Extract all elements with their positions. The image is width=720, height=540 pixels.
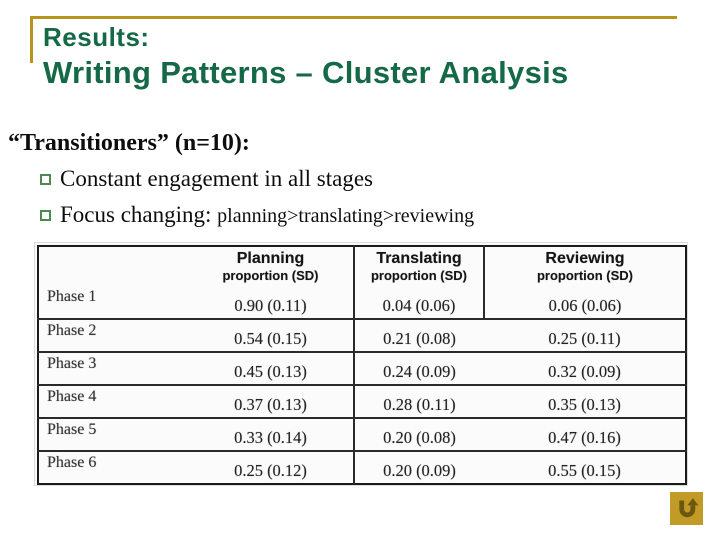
results-table: Planning proportion (SD) Translating pro… <box>37 245 687 485</box>
value-cell: 0.47 (0.16) <box>484 417 686 451</box>
results-table-image: Planning proportion (SD) Translating pro… <box>34 242 688 486</box>
bullet-item: Focus changing: planning>translating>rev… <box>8 201 708 230</box>
phase-cell: Phase 5 <box>38 417 188 451</box>
value-cell: 0.06 (0.06) <box>548 296 622 315</box>
table-row: Phase 3 0.45 (0.13) 0.24 (0.09) 0.32 (0.… <box>38 351 686 385</box>
return-button[interactable] <box>670 492 703 525</box>
phase-cell: Phase 1 <box>47 288 97 305</box>
bullet-text: Constant engagement in all stages <box>60 165 373 194</box>
table-row: Phase 6 0.25 (0.12) 0.20 (0.09) 0.55 (0.… <box>38 450 686 484</box>
value-cell: 0.37 (0.13) <box>188 384 354 418</box>
col-header-phase <box>38 246 188 286</box>
value-cell: 0.24 (0.09) <box>353 351 484 385</box>
table-row: Phase 5 0.33 (0.14) 0.20 (0.08) 0.47 (0.… <box>38 417 686 451</box>
value-cell: 0.33 (0.14) <box>188 417 354 451</box>
phase-cell: Phase 4 <box>38 384 188 418</box>
table-row: Phase 1 0.90 (0.11) 0.04 (0.06) 0.06 (0.… <box>38 286 686 319</box>
title-line-2: Writing Patterns – Cluster Analysis <box>43 54 569 90</box>
slide-body: “Transitioners” (n=10): Constant engagem… <box>8 128 708 230</box>
title-line-1: Results: <box>43 22 150 52</box>
phase-cell: Phase 3 <box>38 351 188 385</box>
value-cell: 0.55 (0.15) <box>484 450 686 484</box>
value-cell: 0.25 (0.11) <box>484 318 686 352</box>
bullet-lead: Focus changing: <box>60 201 218 227</box>
value-cell: 0.45 (0.13) <box>188 351 354 385</box>
col-header-translating: Translating proportion (SD) <box>353 246 485 286</box>
value-cell: 0.21 (0.08) <box>353 318 484 352</box>
value-cell: 0.20 (0.08) <box>353 417 484 451</box>
phase-cell: Phase 6 <box>38 450 188 484</box>
col-header-planning: Planning proportion (SD) <box>222 250 319 284</box>
table-row: Phase 4 0.37 (0.13) 0.28 (0.11) 0.35 (0.… <box>38 384 686 418</box>
value-cell: 0.04 (0.06) <box>353 286 485 319</box>
table-row: Phase 2 0.54 (0.15) 0.21 (0.08) 0.25 (0.… <box>38 318 686 352</box>
accent-line-top <box>31 16 677 19</box>
bullet-item: Constant engagement in all stages <box>8 165 708 194</box>
phase-cell: Phase 2 <box>38 318 188 352</box>
value-cell: 0.20 (0.09) <box>353 450 484 484</box>
value-cell: 0.28 (0.11) <box>353 384 484 418</box>
value-cell: 0.32 (0.09) <box>484 351 686 385</box>
table-header-row: Planning proportion (SD) Translating pro… <box>38 246 686 286</box>
bullet-lead: Constant engagement in all stages <box>60 166 373 191</box>
u-turn-arrow-icon <box>673 495 700 522</box>
value-cell: 0.90 (0.11) <box>234 296 307 315</box>
content-heading: “Transitioners” (n=10): <box>8 130 250 156</box>
col-header-reviewing: Reviewing proportion (SD) <box>536 250 634 284</box>
value-cell: 0.25 (0.12) <box>188 450 354 484</box>
accent-line-left <box>30 16 33 63</box>
bullet-detail: planning>translating>reviewing <box>217 204 475 227</box>
bullet-text: Focus changing: planning>translating>rev… <box>60 201 474 230</box>
value-cell: 0.35 (0.13) <box>484 384 686 418</box>
slide-title: Results: Writing Patterns – Cluster Anal… <box>43 21 569 90</box>
value-cell: 0.54 (0.15) <box>188 318 354 352</box>
square-bullet-icon <box>40 209 51 221</box>
square-bullet-icon <box>40 174 51 185</box>
